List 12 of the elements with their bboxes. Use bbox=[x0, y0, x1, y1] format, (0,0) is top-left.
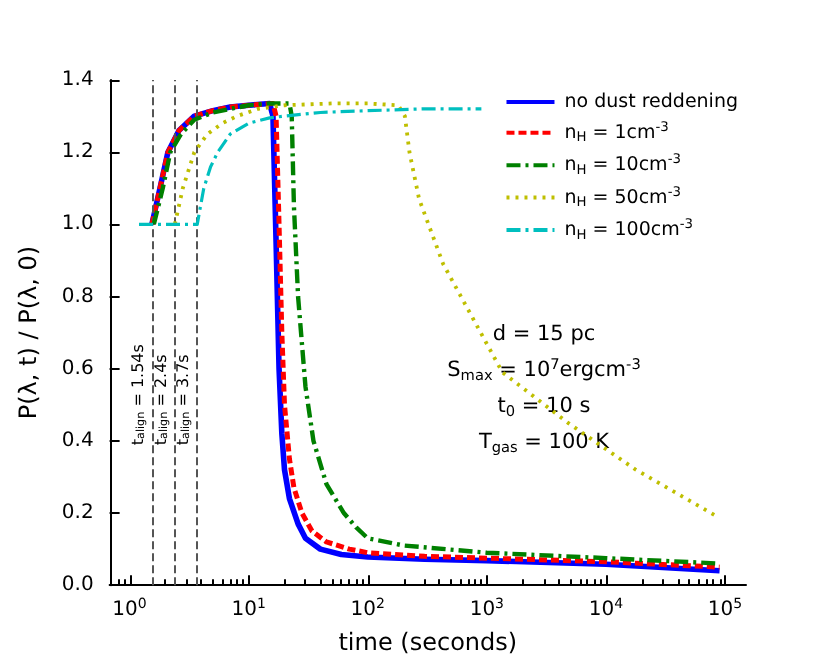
y-tick-label: 0.0 bbox=[61, 574, 94, 597]
y-tick-label: 0.2 bbox=[61, 502, 94, 525]
y-tick-label: 1.2 bbox=[61, 141, 94, 164]
annotation: d = 15 pc bbox=[492, 322, 596, 346]
y-tick-label: 0.8 bbox=[61, 285, 94, 308]
legend-label: no dust reddening bbox=[564, 91, 739, 113]
y-tick-label: 0.6 bbox=[61, 357, 94, 380]
x-axis-title: time (seconds) bbox=[338, 628, 518, 656]
y-tick-label: 1.4 bbox=[61, 69, 94, 91]
y-tick-label: 0.4 bbox=[61, 429, 94, 452]
y-axis-title: P(λ, t) / P(λ, 0) bbox=[14, 245, 42, 420]
y-tick-label: 1.0 bbox=[61, 213, 94, 236]
